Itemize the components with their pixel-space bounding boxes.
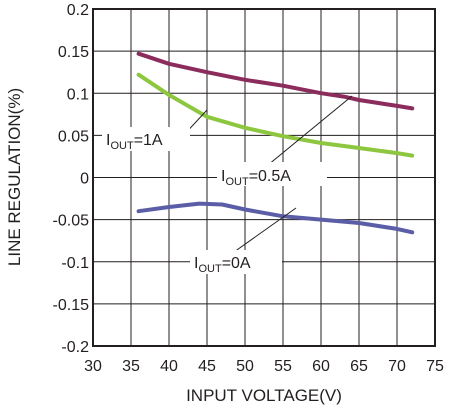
y-tick-label-8: -0.2 xyxy=(61,339,89,356)
annotation-rest-2: =0A xyxy=(222,255,251,272)
annotation-rest-0: =1A xyxy=(134,132,163,149)
annotation-leader-1 xyxy=(267,95,353,166)
annotation-sub-2: OUT xyxy=(198,263,222,275)
y-tick-labels: 0.2 0.15 0.1 0.05 0 -0.05 -0.1 -0.15 -0.2 xyxy=(53,2,90,356)
x-tick-labels: 30 35 40 45 50 55 60 65 70 75 xyxy=(84,358,444,375)
x-tick-label-9: 75 xyxy=(426,358,444,375)
x-tick-label-4: 50 xyxy=(236,358,254,375)
plot-frame xyxy=(92,8,436,347)
annotation-leader-2 xyxy=(233,207,297,253)
x-tick-label-3: 45 xyxy=(198,358,216,375)
x-axis-label: INPUT VOLTAGE(V) xyxy=(186,386,342,405)
annotation-main-0: I xyxy=(106,132,110,149)
plot-border xyxy=(92,8,436,347)
y-tick-label-7: -0.15 xyxy=(53,297,90,314)
x-tick-label-2: 40 xyxy=(160,358,178,375)
y-tick-label-0: 0.2 xyxy=(67,2,89,19)
y-tick-label-2: 0.1 xyxy=(67,86,89,103)
series-lines xyxy=(136,51,415,235)
annotation-rest-1: =0.5A xyxy=(249,168,292,185)
annotation-main-2: I xyxy=(194,255,198,272)
annotation-box-2 xyxy=(190,250,282,274)
y-tick-label-3: 0.05 xyxy=(58,128,89,145)
y-tick-label-5: -0.05 xyxy=(53,213,90,230)
annotation-sub-1: OUT xyxy=(225,176,249,188)
annotation-label-0: IOUT=1A xyxy=(106,132,163,152)
y-tick-label-6: -0.1 xyxy=(61,255,89,272)
annotation-sub-0: OUT xyxy=(110,140,134,152)
annotation-box-0 xyxy=(102,127,190,151)
series-line-0 xyxy=(136,51,415,111)
x-tick-label-1: 35 xyxy=(122,358,140,375)
x-tick-label-8: 70 xyxy=(388,358,406,375)
series-line-1 xyxy=(136,72,415,158)
annotation-box-1 xyxy=(217,162,327,186)
annotation-label-1: IOUT=0.5A xyxy=(221,168,291,188)
y-tick-label-1: 0.15 xyxy=(58,44,89,61)
annotation-main-1: I xyxy=(221,168,225,185)
x-tick-label-6: 60 xyxy=(312,358,330,375)
x-tick-label-0: 30 xyxy=(84,358,102,375)
y-axis-label: LINE REGULATION(%) xyxy=(5,88,24,266)
annotation-label-2: IOUT=0A xyxy=(194,255,251,275)
x-tick-label-5: 55 xyxy=(274,358,292,375)
x-tick-label-7: 65 xyxy=(350,358,368,375)
y-tick-label-4: 0 xyxy=(80,171,89,188)
series-line-2 xyxy=(136,201,415,235)
